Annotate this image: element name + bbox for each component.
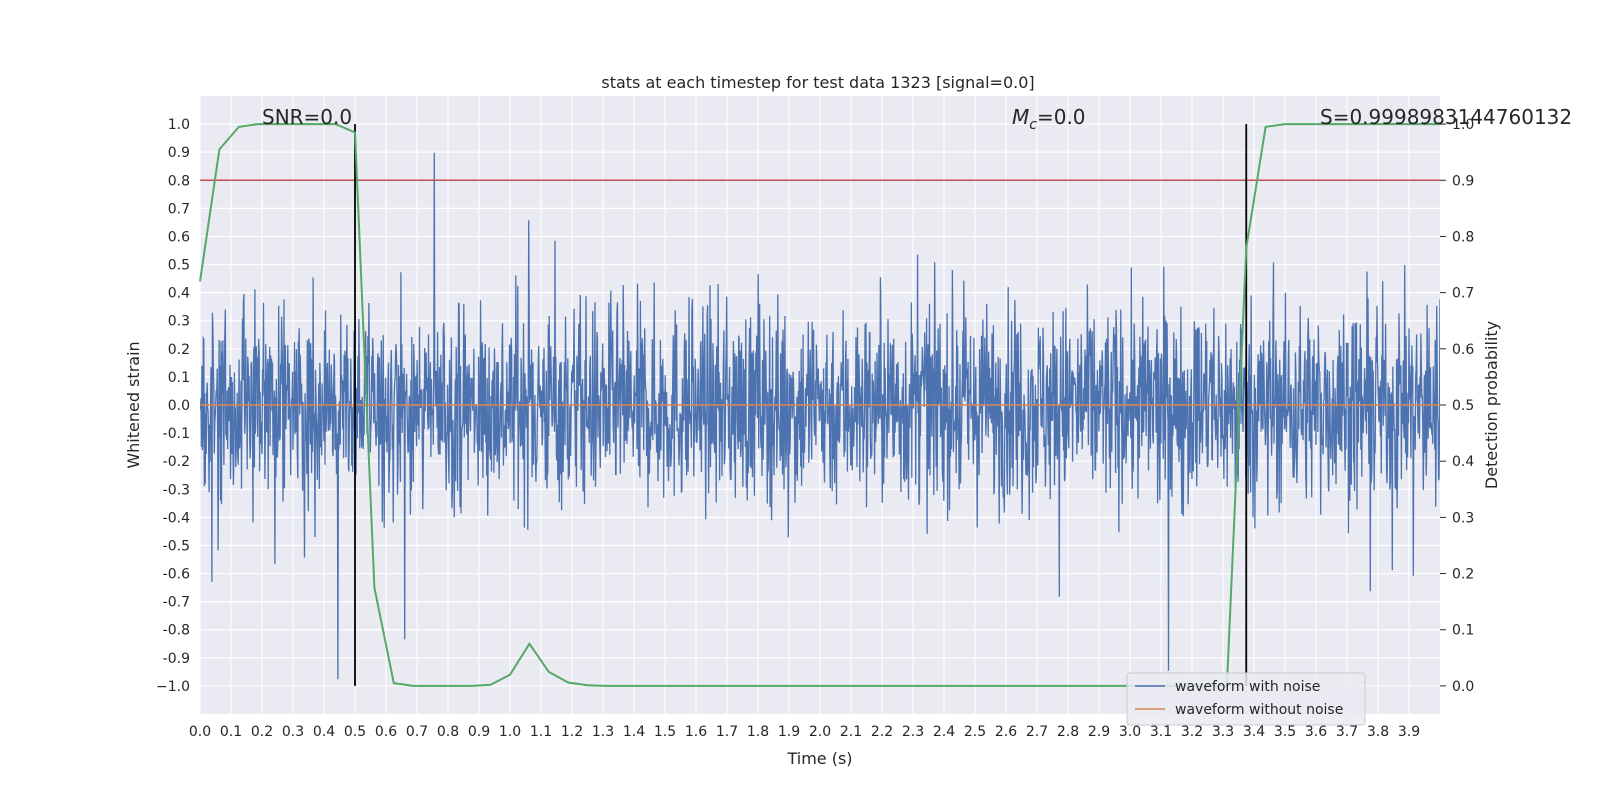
x-tick-label: 3.7 <box>1336 724 1358 740</box>
x-tick-label: 1.4 <box>623 724 645 740</box>
left-y-tick-label: 0.2 <box>168 342 190 358</box>
legend-box <box>1126 672 1366 726</box>
legend-label-clean: waveform without noise <box>1175 702 1343 718</box>
x-axis-label: Time (s) <box>786 749 852 768</box>
x-tick-label: 2.0 <box>809 724 831 740</box>
left-axis-ticks: 1.0 0.9 0.8 0.7 0.6 0.5 0.4 0.3 0.2 0.1 0.0 -0.1 -0.… <box>156 117 190 695</box>
x-tick-label: 2.8 <box>1057 724 1079 740</box>
left-y-tick-label: -0.2 <box>163 454 190 470</box>
x-tick-label: 3.3 <box>1212 724 1234 740</box>
left-y-tick-label: 0.1 <box>168 370 190 386</box>
left-y-tick-label: -0.7 <box>163 595 190 611</box>
x-tick-label: 3.5 <box>1274 724 1296 740</box>
right-y-tick-label: 0.6 <box>1452 342 1474 358</box>
vertical-markers <box>354 124 1248 686</box>
x-tick-label: 3.0 <box>1119 724 1141 740</box>
x-tick-label: 2.3 <box>902 724 924 740</box>
left-y-tick-label: 0.7 <box>168 201 190 217</box>
mc-symbol: M <box>1012 105 1029 129</box>
x-tick-label: 0.3 <box>282 724 304 740</box>
x-tick-label: 0.8 <box>437 724 459 740</box>
x-axis-ticks: 0.0 0.1 0.2 0.3 0.4 0.5 0.6 0.7 0.8 0.9 1.0 1.1 1.2 1… <box>189 724 1420 740</box>
x-tick-label: 2.4 <box>933 724 955 740</box>
x-tick-label: 1.7 <box>716 724 738 740</box>
left-y-tick-label: 0.4 <box>168 286 190 302</box>
right-y-tick-label: 0.2 <box>1452 567 1474 583</box>
right-y-tick-label: 0.9 <box>1452 173 1474 189</box>
x-tick-label: 0.6 <box>375 724 397 740</box>
x-tick-label: 3.1 <box>1150 724 1172 740</box>
x-tick-label: 3.6 <box>1305 724 1327 740</box>
x-tick-label: 0.2 <box>251 724 273 740</box>
right-y-tick-label: 0.5 <box>1452 398 1474 414</box>
legend-label-noise: waveform with noise <box>1175 679 1320 695</box>
x-tick-label: 1.3 <box>592 724 614 740</box>
left-y-tick-label: -0.3 <box>163 482 190 498</box>
left-y-tick-label: -0.8 <box>163 623 190 639</box>
x-tick-label: 1.2 <box>561 724 583 740</box>
right-y-tick-label: 0.7 <box>1452 286 1474 302</box>
x-tick-label: 1.9 <box>778 724 800 740</box>
left-y-tick-label: 0.5 <box>168 258 190 274</box>
x-tick-label: 2.9 <box>1088 724 1110 740</box>
mc-subscript: c <box>1029 117 1037 133</box>
x-tick-label: 0.9 <box>468 724 490 740</box>
left-y-tick-label: -0.5 <box>163 538 190 554</box>
right-y-tick-label: 0.8 <box>1452 229 1474 245</box>
chirp-mass-annotation: Mc=0.0 <box>1012 105 1086 133</box>
x-tick-label: 1.1 <box>530 724 552 740</box>
score-annotation: S=0.9998983144760132 <box>1320 105 1572 129</box>
x-tick-label: 3.4 <box>1243 724 1265 740</box>
x-tick-label: 0.5 <box>344 724 366 740</box>
chart-title: stats at each timestep for test data 132… <box>601 73 1034 92</box>
x-tick-label: 3.2 <box>1181 724 1203 740</box>
mc-value: =0.0 <box>1037 105 1086 129</box>
left-y-tick-label: -0.9 <box>163 651 190 667</box>
x-tick-label: 2.5 <box>964 724 986 740</box>
left-y-tick-label: 0.3 <box>168 314 190 330</box>
left-y-tick-label: -0.4 <box>163 510 190 526</box>
x-tick-label: 2.7 <box>1026 724 1048 740</box>
right-axis-ticks: 1.0 0.9 0.8 0.7 0.6 0.5 0.4 0.3 0.2 0.1 0.0 <box>1440 117 1474 695</box>
snr-annotation: SNR=0.0 <box>262 105 352 129</box>
left-y-tick-label: 1.0 <box>168 117 190 133</box>
left-y-tick-label: 0.0 <box>168 398 190 414</box>
right-y-axis-label: Detection probability <box>1482 321 1501 489</box>
x-tick-label: 0.7 <box>406 724 428 740</box>
right-y-tick-label: 1.0 <box>1452 117 1474 133</box>
left-y-tick-label: -0.1 <box>163 426 190 442</box>
x-tick-label: 2.2 <box>871 724 893 740</box>
x-tick-label: 0.1 <box>220 724 242 740</box>
left-y-tick-label: -0.6 <box>163 567 190 583</box>
x-tick-label: 0.0 <box>189 724 211 740</box>
left-y-tick-label: 0.6 <box>168 229 190 245</box>
x-tick-label: 1.6 <box>685 724 707 740</box>
waveform-with-noise-series <box>200 152 1440 680</box>
x-tick-label: 1.5 <box>654 724 676 740</box>
left-y-tick-label: 0.8 <box>168 173 190 189</box>
x-tick-label: 2.6 <box>995 724 1017 740</box>
x-tick-label: 1.8 <box>747 724 769 740</box>
x-tick-label: 3.9 <box>1398 724 1420 740</box>
right-y-tick-label: 0.3 <box>1452 510 1474 526</box>
x-tick-label: 1.0 <box>499 724 521 740</box>
detection-probability-series <box>199 123 1440 687</box>
x-tick-label: 3.8 <box>1367 724 1389 740</box>
waveform-with-noise-line <box>200 152 1440 680</box>
right-y-tick-label: 0.0 <box>1452 679 1474 695</box>
left-y-axis-label: Whitened strain <box>124 341 143 468</box>
left-y-tick-label: −1.0 <box>156 679 190 695</box>
right-y-tick-label: 0.1 <box>1452 623 1474 639</box>
right-y-tick-label: 0.4 <box>1452 454 1474 470</box>
x-tick-label: 0.4 <box>313 724 335 740</box>
legend: waveform with noise waveform without noi… <box>1126 672 1366 726</box>
x-tick-label: 2.1 <box>840 724 862 740</box>
left-y-tick-label: 0.9 <box>168 145 190 161</box>
